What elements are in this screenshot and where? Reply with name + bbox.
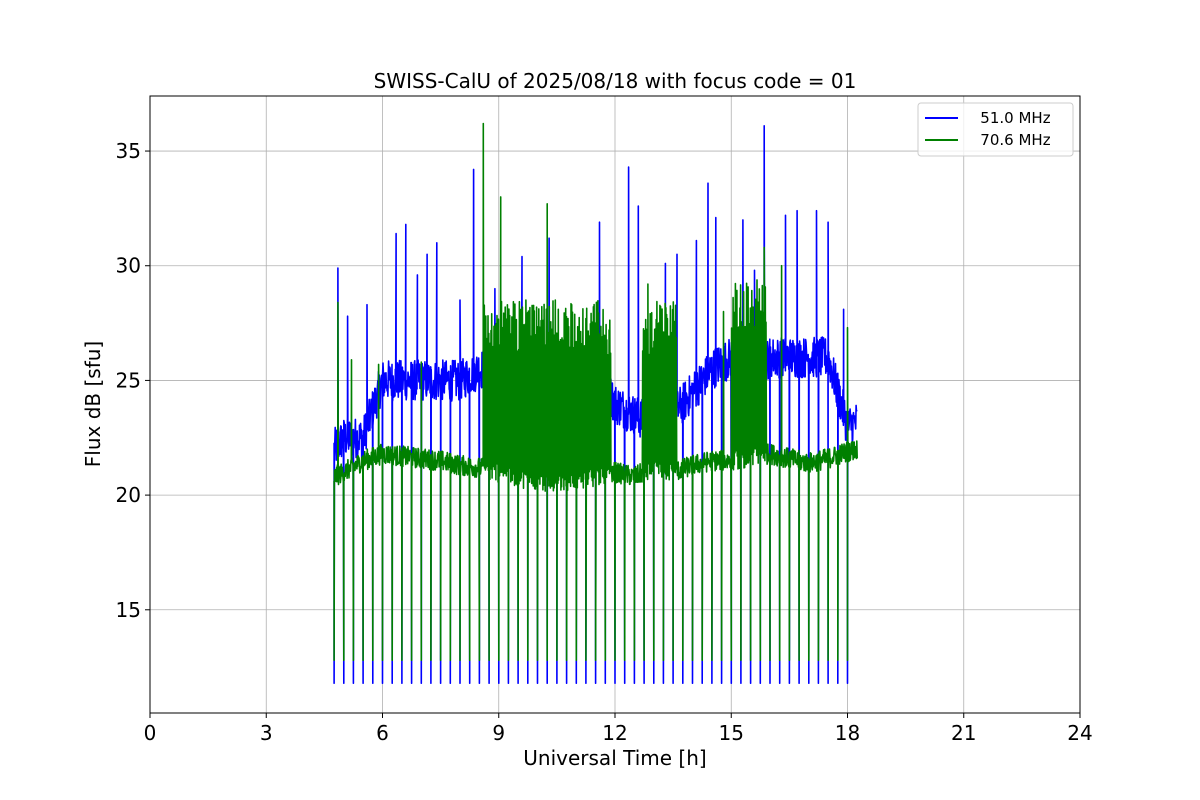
x-tick-label: 12 xyxy=(602,721,627,745)
x-tick-label: 21 xyxy=(951,721,976,745)
legend: 51.0 MHz 70.6 MHz xyxy=(917,102,1074,157)
x-tick-label: 0 xyxy=(144,721,157,745)
y-tick-label: 35 xyxy=(116,139,141,163)
chart-title: SWISS-CalU of 2025/08/18 with focus code… xyxy=(374,69,857,93)
y-tick-label: 30 xyxy=(116,254,141,278)
x-tick-label: 18 xyxy=(835,721,860,745)
legend-label-51mhz: 51.0 MHz xyxy=(966,109,1051,127)
y-axis: 15 20 25 30 35 xyxy=(116,139,150,622)
y-tick-label: 15 xyxy=(116,598,141,622)
x-tick-label: 3 xyxy=(260,721,273,745)
x-tick-label: 15 xyxy=(719,721,744,745)
x-tick-label: 9 xyxy=(492,721,505,745)
y-tick-label: 20 xyxy=(116,483,141,507)
x-axis: 0 3 6 9 12 15 18 21 24 xyxy=(144,713,1093,745)
y-tick-label: 25 xyxy=(116,368,141,392)
legend-box xyxy=(917,102,1074,157)
x-tick-label: 24 xyxy=(1067,721,1092,745)
x-tick-label: 6 xyxy=(376,721,389,745)
series-70mhz-line xyxy=(333,122,858,661)
x-axis-label: Universal Time [h] xyxy=(523,746,706,770)
y-axis-label: Flux dB [sfu] xyxy=(81,341,105,467)
legend-label-70mhz: 70.6 MHz xyxy=(966,131,1051,149)
plot-area xyxy=(333,122,858,684)
